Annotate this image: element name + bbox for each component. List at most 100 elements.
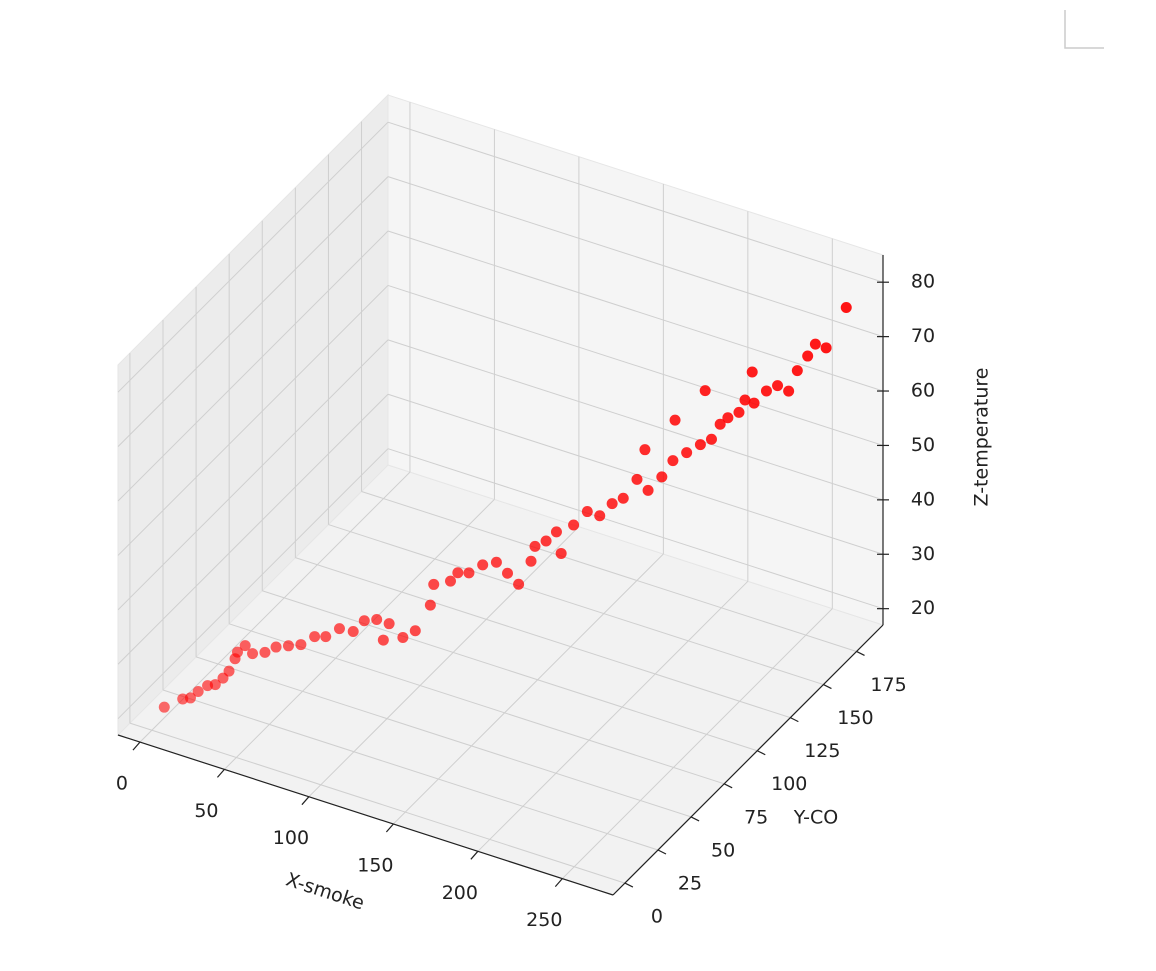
point <box>733 406 745 418</box>
point <box>529 540 541 552</box>
y-tick <box>624 882 634 888</box>
x-tick <box>385 823 394 833</box>
point <box>642 484 654 496</box>
point <box>158 701 170 713</box>
grid-line <box>387 176 884 338</box>
point <box>444 575 456 587</box>
x-tick <box>301 796 310 806</box>
grid-line <box>117 230 389 502</box>
x-tick <box>470 850 479 860</box>
y-axis-label: Y-CO <box>793 807 838 829</box>
x-tick-label: 200 <box>442 882 478 904</box>
window-corner <box>1064 10 1104 49</box>
point <box>656 471 668 483</box>
grid-line <box>387 284 884 446</box>
point <box>617 492 629 504</box>
y-tick <box>690 816 700 822</box>
point <box>270 641 282 653</box>
x-axis-line <box>117 734 614 896</box>
y-tick <box>657 849 667 855</box>
point <box>333 623 345 635</box>
point <box>631 473 643 485</box>
point <box>452 567 464 579</box>
y-tick-label: 50 <box>711 839 735 861</box>
grid-line <box>117 285 389 556</box>
grid-line <box>295 557 791 719</box>
point <box>639 444 651 456</box>
x-tick <box>132 741 141 751</box>
point <box>722 412 734 424</box>
grid-line <box>129 722 626 884</box>
point <box>581 506 593 518</box>
point <box>791 365 803 377</box>
grid-line <box>117 393 389 665</box>
y-tick-label: 150 <box>837 707 873 729</box>
z-tick-label: 80 <box>911 271 935 293</box>
point <box>525 555 537 567</box>
grid-line <box>262 590 758 752</box>
point <box>209 679 221 691</box>
grid-line <box>387 339 884 501</box>
point <box>428 578 440 590</box>
grid-line <box>229 623 725 785</box>
point <box>409 625 421 637</box>
y-tick <box>856 650 865 657</box>
point <box>694 439 706 451</box>
y-tick-label: 125 <box>804 740 840 762</box>
grid-line <box>328 524 824 686</box>
y-tick <box>723 783 733 789</box>
y-tick <box>790 717 799 723</box>
y-axis-line <box>612 624 884 896</box>
y-tick-label: 175 <box>870 674 906 696</box>
grid-line <box>195 656 692 818</box>
y-tick <box>823 684 832 690</box>
point <box>820 342 832 354</box>
point <box>502 567 514 579</box>
point <box>669 414 681 426</box>
point <box>239 640 251 652</box>
point <box>802 350 814 362</box>
grid-line <box>117 448 389 720</box>
point <box>282 640 294 652</box>
point <box>309 631 321 643</box>
z-tick-label: 70 <box>911 325 935 347</box>
point <box>568 519 580 531</box>
z-axis-label: Z-temperature <box>971 368 993 507</box>
grid-line <box>117 176 389 447</box>
grid-line <box>162 689 659 851</box>
point <box>247 648 259 660</box>
point <box>371 613 383 625</box>
point <box>714 418 726 430</box>
point <box>540 535 552 547</box>
point <box>594 510 606 522</box>
point <box>192 685 204 697</box>
point <box>477 559 489 571</box>
point <box>223 665 235 677</box>
point <box>377 634 389 646</box>
point <box>358 615 370 627</box>
point <box>783 385 795 397</box>
x-tick-label: 250 <box>526 909 562 931</box>
point <box>295 639 307 651</box>
x-tick-label: 150 <box>357 855 393 877</box>
x-tick-label: 0 <box>116 773 128 795</box>
point <box>424 599 436 611</box>
point <box>555 547 567 559</box>
grid-line <box>117 339 389 611</box>
grid-line <box>117 121 389 393</box>
y-tick <box>756 750 766 756</box>
x-tick-label: 50 <box>194 800 218 822</box>
z-tick-label: 50 <box>911 434 935 456</box>
grid-line <box>361 490 857 652</box>
x-tick <box>554 878 563 888</box>
point <box>840 301 852 313</box>
grid-line <box>387 448 884 610</box>
point <box>184 692 196 704</box>
point <box>397 631 409 643</box>
point <box>739 394 751 406</box>
point <box>231 646 243 658</box>
point <box>809 338 821 350</box>
point <box>347 626 359 638</box>
y-tick-label: 0 <box>651 906 663 928</box>
